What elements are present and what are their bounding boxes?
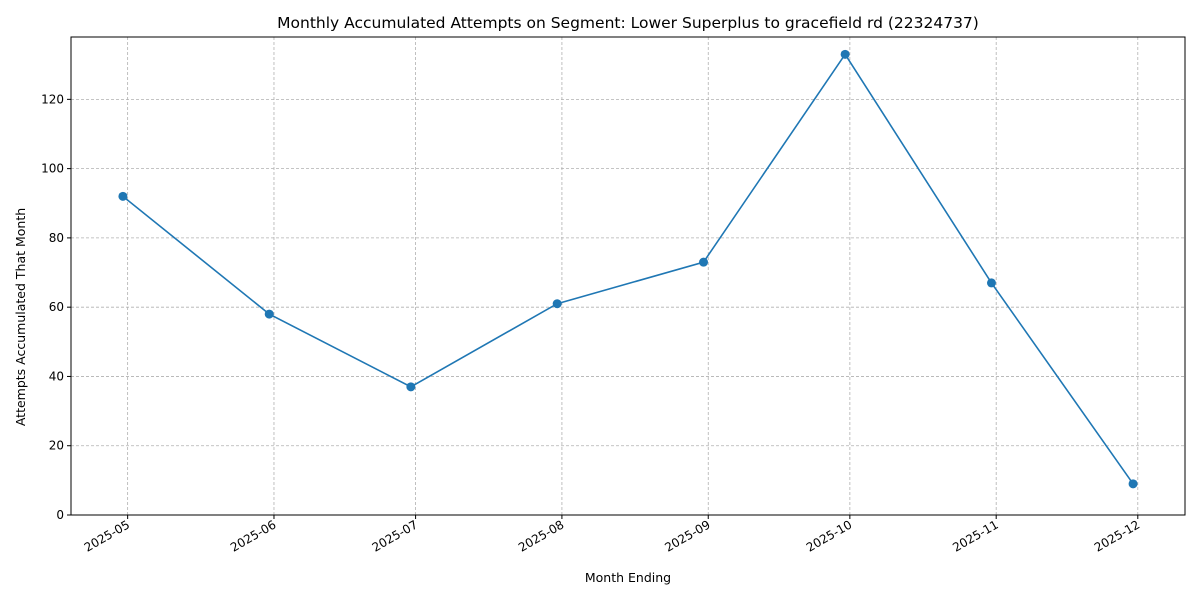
series-layer [118,49,1138,489]
x-tick-label: 2025-12 [1092,517,1142,554]
y-tick-label: 60 [49,300,64,314]
y-tick-label: 40 [49,369,64,383]
y-tick-label: 80 [49,231,64,245]
data-point [986,278,996,288]
y-axis: 0 20 40 60 80 100 120 [41,92,71,522]
x-tick-label: 2025-07 [370,517,420,554]
data-point [1128,479,1138,489]
chart-title: Monthly Accumulated Attempts on Segment:… [277,14,979,32]
y-tick-label: 120 [41,92,64,106]
x-axis: 2025-05 2025-06 2025-07 2025-08 2025-09 2025-… [82,515,1142,555]
y-axis-label: Attempts Accumulated That Month [13,208,28,426]
x-tick-label: 2025-05 [82,517,132,554]
data-point [118,191,128,201]
y-tick-label: 100 [41,162,64,176]
data-point [699,257,709,267]
data-point [406,382,416,392]
x-tick-label: 2025-09 [662,517,712,554]
data-point [264,309,274,319]
data-point [552,299,562,309]
x-tick-label: 2025-08 [516,517,566,554]
plot-frame [70,36,1186,516]
y-tick-label: 0 [56,508,64,522]
grid [71,37,1185,516]
x-axis-label: Month Ending [585,570,671,585]
series-line [122,52,1134,485]
data-point [840,49,850,59]
x-tick-label: 2025-06 [228,517,278,554]
y-tick-label: 20 [49,439,64,453]
x-tick-label: 2025-10 [804,517,854,554]
x-tick-label: 2025-11 [950,517,1000,554]
